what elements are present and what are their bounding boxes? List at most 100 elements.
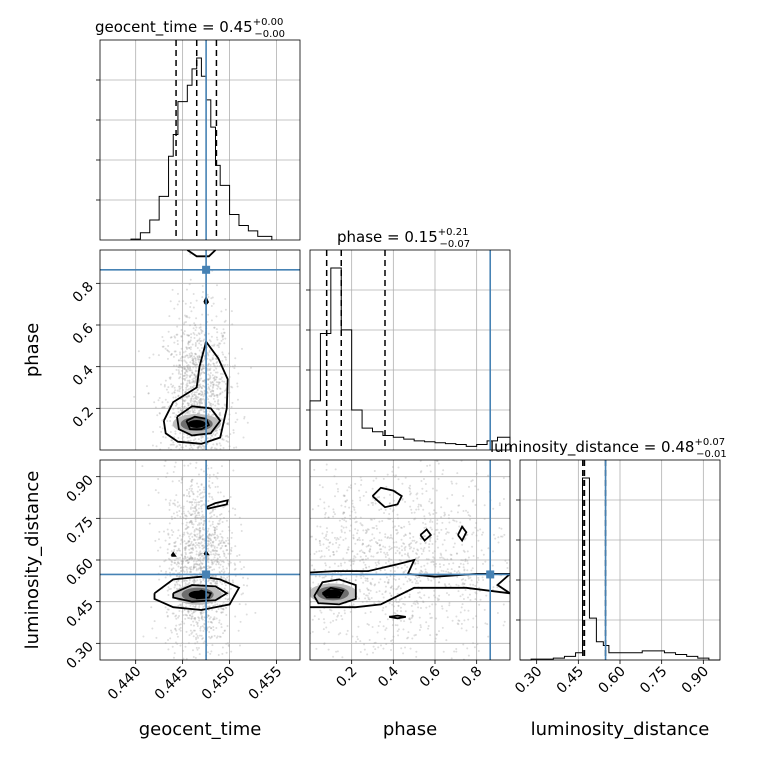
sample-point — [189, 570, 192, 573]
sample-point — [356, 532, 359, 535]
sample-point — [188, 557, 191, 560]
sample-point — [407, 636, 410, 639]
sample-point — [185, 614, 188, 617]
sample-point — [458, 571, 461, 574]
sample-point — [313, 552, 316, 555]
sample-point — [190, 487, 193, 490]
sample-point — [194, 394, 197, 397]
contour-line — [172, 584, 229, 603]
sample-point — [466, 533, 469, 536]
sample-point — [203, 520, 206, 523]
sample-point — [212, 526, 215, 529]
sample-point — [209, 486, 212, 489]
hist-panel-luminosity_distance — [516, 459, 721, 661]
sample-point — [319, 544, 322, 547]
sample-point — [369, 589, 372, 592]
sample-point — [203, 410, 206, 413]
sample-point — [227, 539, 230, 542]
sample-point — [211, 549, 214, 552]
sample-point — [181, 383, 184, 386]
sample-point — [418, 571, 421, 574]
sample-point — [174, 415, 177, 418]
sample-point — [415, 580, 418, 583]
sample-point — [196, 634, 199, 637]
sample-point — [345, 577, 348, 580]
sample-point — [214, 559, 217, 562]
sample-point — [193, 363, 196, 366]
sample-point — [180, 335, 183, 338]
sample-point — [189, 400, 192, 403]
sample-point — [331, 531, 334, 534]
sample-point — [234, 574, 237, 577]
sample-point — [176, 642, 179, 645]
sample-point — [450, 657, 453, 660]
sample-point — [467, 618, 470, 621]
sample-point — [476, 643, 479, 646]
sample-point — [222, 568, 225, 571]
sample-point — [210, 575, 213, 578]
sample-point — [221, 437, 224, 440]
sample-point — [227, 422, 230, 425]
sample-point — [216, 553, 219, 556]
sample-point — [178, 609, 181, 612]
contour-line — [185, 415, 211, 431]
sample-point — [192, 560, 195, 563]
sample-point — [203, 546, 206, 549]
sample-point — [400, 619, 403, 622]
sample-point — [170, 629, 173, 632]
sample-point — [190, 399, 193, 402]
sample-point — [335, 538, 338, 541]
sample-point — [186, 411, 189, 414]
sample-point — [199, 629, 202, 632]
sample-point — [338, 612, 341, 615]
sample-point — [369, 547, 372, 550]
sample-point — [243, 415, 246, 418]
sample-point — [179, 432, 182, 435]
sample-point — [180, 359, 183, 362]
sample-point — [224, 545, 227, 548]
sample-point — [221, 646, 224, 649]
sample-point — [197, 559, 200, 562]
sample-point — [349, 517, 352, 520]
sample-point — [228, 560, 231, 563]
sample-point — [198, 522, 201, 525]
sample-point — [168, 350, 171, 353]
sample-point — [187, 561, 190, 564]
xtick-label-geocent_time: 0.445 — [152, 664, 192, 704]
sample-point — [177, 436, 180, 439]
sample-point — [172, 364, 175, 367]
sample-point — [339, 632, 342, 635]
sample-point — [346, 548, 349, 551]
sample-point — [189, 521, 192, 524]
sample-point — [179, 603, 182, 606]
sample-point — [230, 406, 233, 409]
sample-point — [190, 484, 193, 487]
sample-point — [221, 438, 224, 441]
sample-point — [193, 355, 196, 358]
sample-point — [234, 567, 237, 570]
sample-point — [336, 536, 339, 539]
sample-point — [183, 533, 186, 536]
sample-point — [215, 580, 218, 583]
sample-point — [221, 338, 224, 341]
sample-point — [195, 334, 198, 337]
sample-point — [203, 557, 206, 560]
sample-point — [164, 379, 167, 382]
sample-point — [429, 617, 432, 620]
sample-point — [371, 577, 374, 580]
sample-point — [406, 566, 409, 569]
sample-point — [181, 642, 184, 645]
sample-point — [193, 444, 196, 447]
sample-point — [187, 540, 190, 543]
sample-point — [201, 612, 204, 615]
sample-point — [369, 518, 372, 521]
sample-point — [184, 391, 187, 394]
sample-point — [213, 579, 216, 582]
sample-point — [199, 557, 202, 560]
sample-point — [212, 544, 215, 547]
sample-point — [172, 567, 175, 570]
sample-point — [455, 583, 458, 586]
sample-point — [312, 581, 315, 584]
sample-point — [200, 483, 203, 486]
sample-point — [207, 362, 210, 365]
